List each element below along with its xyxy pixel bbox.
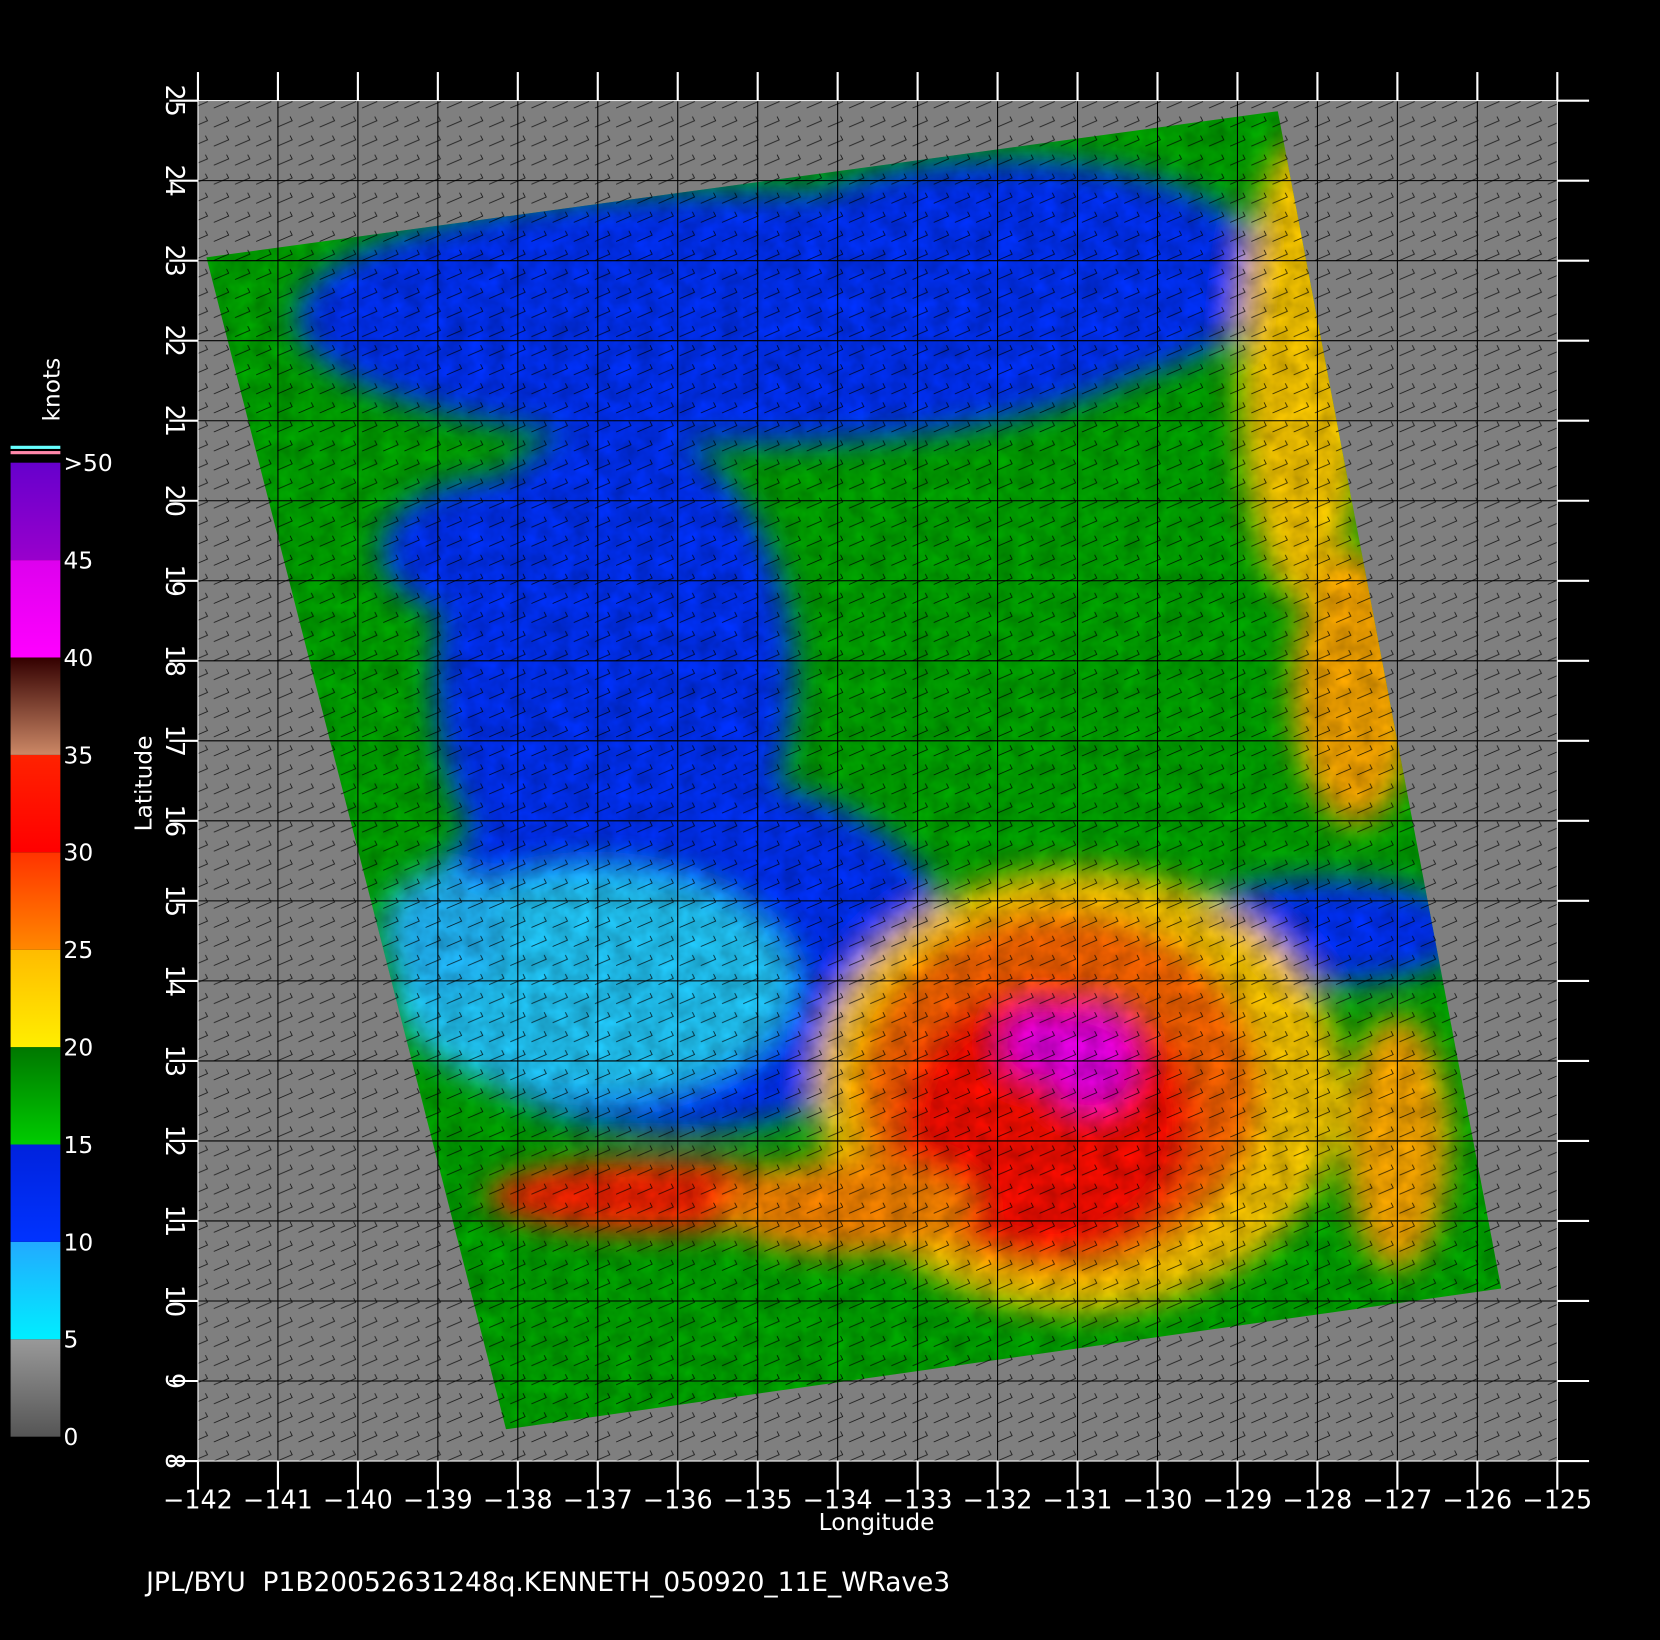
x-tick-label: −125: [1522, 1485, 1592, 1515]
colorbar-label: 30: [64, 840, 94, 867]
y-tick-label: 10: [160, 1285, 190, 1317]
colorbar-label: >50: [64, 450, 113, 477]
y-tick-label: 13: [160, 1045, 190, 1077]
x-tick-label: −134: [803, 1485, 873, 1515]
colorbar-segment: [10, 462, 61, 561]
colorbar-label: 20: [64, 1035, 94, 1062]
y-tick-label: 16: [160, 805, 190, 837]
x-tick-label: −135: [723, 1485, 793, 1515]
y-tick-label: 8: [160, 1453, 190, 1469]
colorbar-label: 15: [64, 1132, 94, 1159]
x-tick-label: −140: [323, 1485, 393, 1515]
colorbar-segment: [10, 1241, 61, 1340]
y-tick-label: 11: [160, 1205, 190, 1237]
x-tick-label: −133: [883, 1485, 953, 1515]
colorbar-segment: [10, 657, 61, 755]
x-tick-label: −129: [1203, 1485, 1273, 1515]
colorbar-unit: knots: [38, 358, 65, 422]
ticks: −142 −141 −140 −139 −138 −137 −136 −135 −134 −133…: [160, 72, 1592, 1515]
x-tick-label: −138: [483, 1485, 553, 1515]
x-axis-label: Longitude: [819, 1509, 935, 1536]
x-tick-label: −142: [163, 1485, 233, 1515]
x-tick-label: −132: [963, 1485, 1033, 1515]
colorbar: 0 5 10 15 20 25 30 35 40 45 >50: [10, 445, 113, 1451]
y-tick-label: 15: [160, 885, 190, 917]
y-tick-label: 25: [160, 84, 190, 116]
footer: JPL/BYU P1B20052631248q.KENNETH_050920_1…: [144, 1567, 950, 1598]
y-tick-label: 18: [160, 645, 190, 677]
colorbar-segment: [10, 852, 61, 950]
colorbar-segment: [10, 949, 61, 1048]
x-tick-label: −128: [1283, 1485, 1353, 1515]
x-tick-label: −137: [563, 1485, 633, 1515]
colorbar-segment: [10, 1144, 61, 1242]
x-tick-label: −126: [1442, 1485, 1512, 1515]
y-tick-label: 12: [160, 1125, 190, 1157]
y-tick-label: 24: [160, 164, 190, 196]
colorbar-label: 25: [64, 937, 94, 964]
x-tick-label: −139: [403, 1485, 473, 1515]
colorbar-segment: [10, 1339, 61, 1437]
x-tick-label: −130: [1123, 1485, 1193, 1515]
wind-barbs: [197, 100, 1558, 1462]
colorbar-label: 10: [64, 1229, 94, 1256]
colorbar-cap: [10, 445, 61, 449]
colorbar-label: 45: [64, 548, 94, 575]
colorbar-label: 0: [64, 1424, 79, 1451]
x-tick-label: −141: [243, 1485, 313, 1515]
colorbar-label: 5: [64, 1327, 79, 1354]
y-tick-label: 9: [160, 1373, 190, 1389]
colorbar-segment: [10, 1047, 61, 1145]
colorbar-label: 35: [64, 742, 94, 769]
plot-frame: [197, 100, 1558, 1462]
y-tick-label: 19: [160, 565, 190, 597]
colorbar-segment: [10, 560, 61, 658]
colorbar-label: 40: [64, 645, 94, 672]
x-tick-label: −136: [643, 1485, 713, 1515]
colorbar-segment: [10, 754, 61, 853]
y-tick-label: 21: [160, 405, 190, 437]
y-tick-label: 14: [160, 965, 190, 997]
x-tick-label: −131: [1043, 1485, 1113, 1515]
y-tick-label: 17: [160, 725, 190, 757]
y-tick-label: 20: [160, 485, 190, 517]
y-axis-label: Latitude: [130, 736, 157, 832]
y-tick-label: 22: [160, 325, 190, 357]
colorbar-cap: [10, 451, 61, 455]
x-tick-label: −127: [1363, 1485, 1433, 1515]
y-tick-label: 23: [160, 245, 190, 277]
